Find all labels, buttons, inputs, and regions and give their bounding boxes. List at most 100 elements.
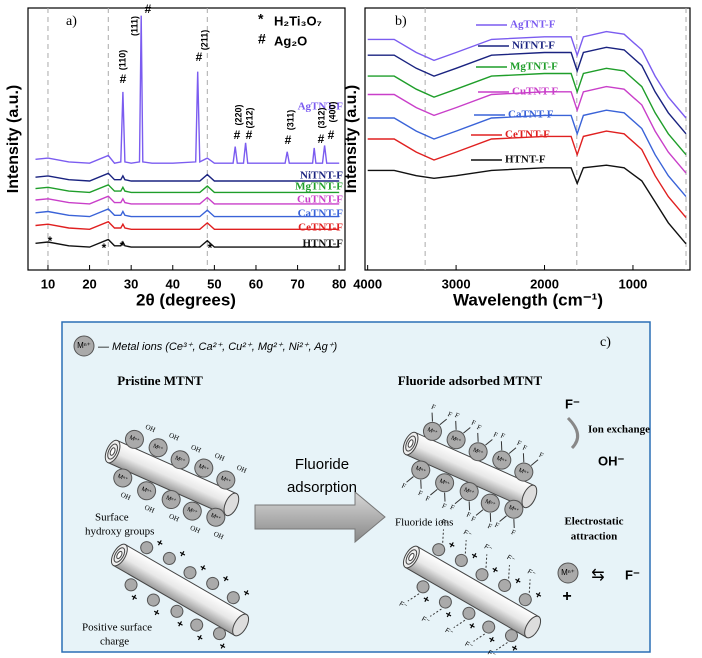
bond (485, 439, 493, 446)
metal-label: Mⁿ⁺ (117, 473, 129, 484)
fluoride-ion-label: F⁻ (439, 518, 450, 528)
metal-label: Mⁿ⁺ (140, 486, 152, 497)
bond (431, 412, 433, 422)
legend-text: — Metal ions (Ce³⁺, Ca²⁺, Cu²⁺, Mg²⁺, Ni… (97, 341, 338, 353)
plus-charge: + (154, 537, 166, 551)
x-tick-label: 2000 (530, 276, 559, 291)
charge-label: charge (100, 636, 129, 648)
legend-label: NiTNT-F (300, 170, 343, 182)
x-tick-label: 70 (290, 276, 304, 291)
fluoride-label: F⁻ (565, 396, 580, 411)
legend-label: AgTNT-F (510, 19, 556, 31)
legend-label: AgTNT-F (298, 101, 344, 113)
series-line (35, 195, 340, 205)
metal-ion (113, 468, 133, 488)
hydroxyl-label: OH (168, 512, 181, 523)
fluorine-label: F (538, 451, 545, 460)
metal-ion (498, 578, 512, 592)
metal-label: Mⁿ⁺ (152, 443, 164, 454)
plus-charge: + (486, 633, 498, 647)
eq-metal: Mⁿ⁺ (561, 568, 575, 577)
hydroxyl-label: OH (144, 423, 157, 434)
metal-label: Mⁿ⁺ (438, 478, 450, 489)
x-tick-label: 20 (82, 276, 96, 291)
legend-label: MgTNT-F (295, 181, 343, 193)
plus-charge: + (512, 574, 524, 588)
plus-charge: + (532, 589, 544, 603)
x-tick-label: 10 (41, 276, 55, 291)
metal-label: Mⁿ⁺ (518, 467, 530, 478)
series-line (35, 15, 340, 164)
metal-label: Mⁿ⁺ (472, 446, 484, 457)
metal-ion (146, 593, 160, 607)
legend-label: NiTNT-F (512, 40, 555, 52)
plus-charge: + (174, 618, 186, 632)
x-tick-label: 30 (124, 276, 138, 291)
metal-ion (475, 568, 489, 582)
metal-ion (212, 627, 226, 641)
plus-charge: + (420, 593, 432, 607)
fluoride-ion-label: F⁻ (444, 627, 455, 637)
x-tick-label: 50 (207, 276, 221, 291)
legend-label: CeTNT-F (505, 129, 550, 141)
metal-ion (514, 462, 534, 482)
legend-label: HTNT-F (505, 154, 546, 166)
fluorine-label: F (470, 418, 477, 427)
fluoride-ion-label: F⁻ (462, 529, 473, 539)
plus-charge: + (128, 591, 140, 605)
plus-charge: + (442, 608, 454, 622)
legend-ion (73, 335, 95, 357)
metal-ion (492, 450, 512, 470)
series-line (35, 172, 340, 182)
eq-fluoride: F⁻ (625, 567, 640, 582)
peak-annotation: * (120, 239, 125, 253)
peak-annotation: # (285, 133, 292, 147)
phase-symbol: * (258, 11, 264, 27)
metal-ion (206, 507, 226, 527)
metal-label: Mⁿ⁺ (210, 512, 222, 523)
x-tick-label: 40 (166, 276, 180, 291)
hydroxyl-label: OH (212, 530, 225, 541)
series-line (35, 238, 340, 248)
metal-label: Mⁿ⁺ (508, 504, 520, 515)
diagram-panel (61, 321, 651, 653)
metal-label: Mⁿ⁺ (186, 506, 198, 517)
series-line (367, 164, 687, 245)
hydroxyl-label: OH (143, 503, 156, 514)
plus-charge: + (446, 539, 458, 553)
fluorine-label: F (470, 515, 477, 524)
metal-ion (206, 576, 220, 590)
metal-ion (504, 499, 524, 519)
bond (468, 501, 471, 511)
fluorine-label: F (446, 410, 453, 419)
ion-exchange: Ion exchange (588, 424, 650, 436)
fluorine-label: F (449, 503, 456, 512)
hydroxyl-label: OH (190, 443, 203, 454)
fluorine-label: F (417, 489, 424, 498)
bond (499, 515, 507, 522)
bond (463, 427, 471, 434)
bond (522, 453, 525, 463)
x-axis-title: 2θ (degrees) (136, 290, 236, 309)
fluorine-label: F (486, 522, 493, 531)
legend-label: MgTNT-F (510, 61, 558, 73)
eq-arrow: ⇆ (591, 567, 604, 584)
bond (430, 488, 438, 496)
fluorine-label: F (476, 423, 483, 432)
plus-charge: + (194, 631, 206, 645)
fluorine-label: F (454, 411, 461, 420)
hydroxy-label: hydroxy groups (85, 526, 154, 538)
metal-ion (518, 593, 532, 607)
plot-frame (364, 7, 691, 271)
phase-symbol: # (258, 31, 266, 47)
tube-ring (407, 439, 414, 448)
peak-annotation: # (318, 132, 325, 146)
panel-label: c) (600, 335, 611, 350)
peak-annotation: (212) (244, 107, 254, 128)
x-tick-label: 80 (332, 276, 346, 291)
hydroxide-label: OH⁻ (598, 453, 625, 468)
metal-label: Mⁿ⁺ (463, 486, 475, 497)
series-line (367, 30, 687, 119)
metal-label: Mⁿ⁺ (165, 494, 177, 505)
